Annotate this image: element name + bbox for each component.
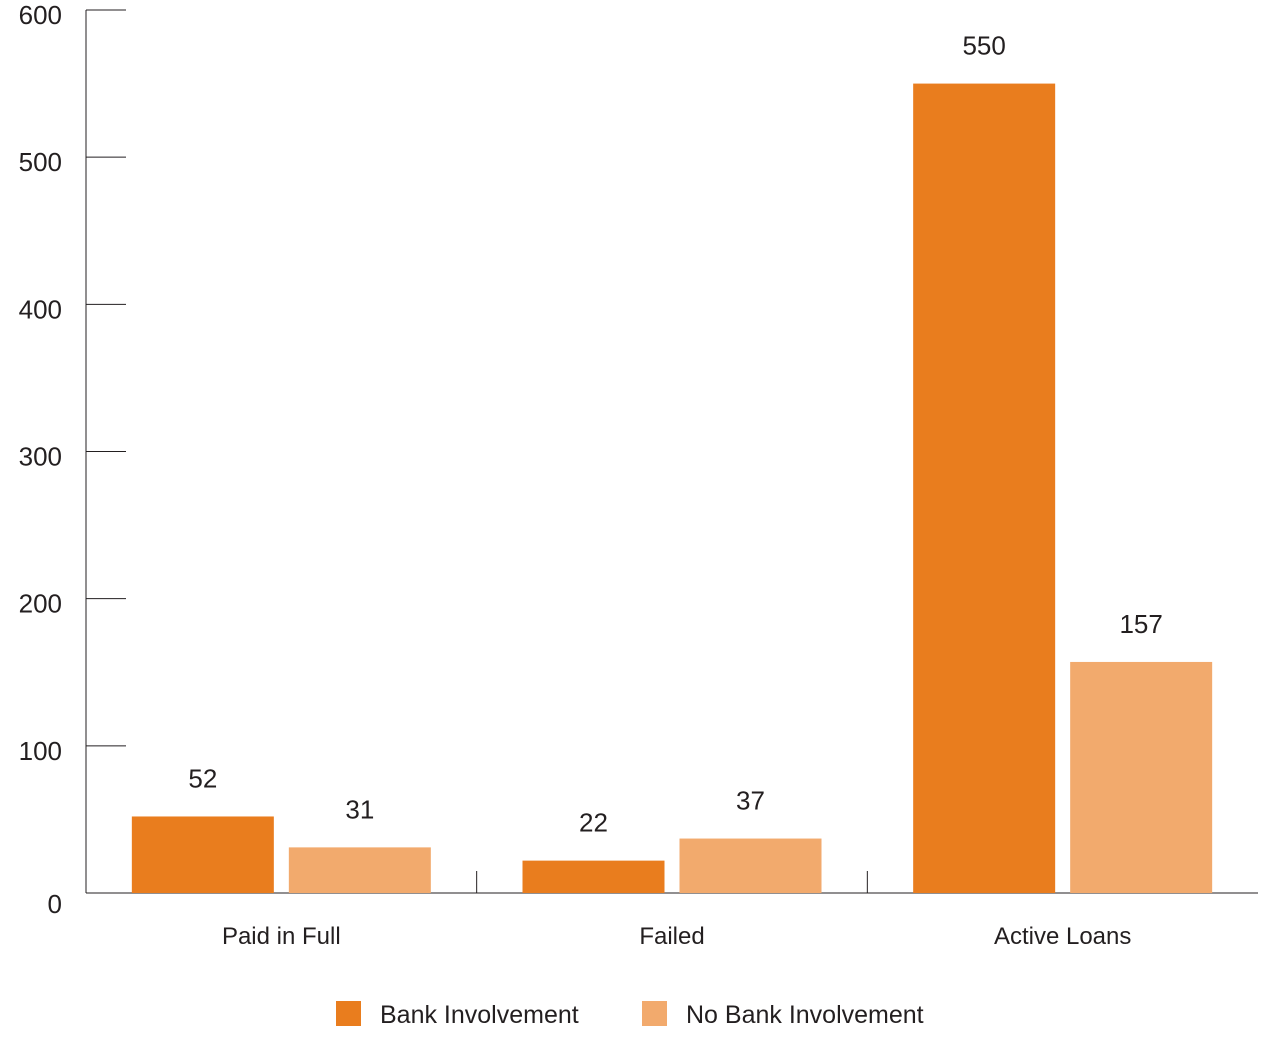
- bar: [131, 816, 274, 893]
- y-tick-label: 100: [19, 736, 62, 766]
- bar-value-label: 31: [345, 794, 374, 824]
- y-tick-label: 400: [19, 294, 62, 324]
- legend-swatch: [642, 1001, 667, 1026]
- bar-value-label: 37: [736, 786, 765, 816]
- x-axis: [86, 871, 1258, 894]
- bar: [679, 838, 822, 893]
- x-category-label: Failed: [639, 923, 704, 950]
- legend-swatch: [336, 1001, 361, 1026]
- x-category-label: Active Loans: [994, 923, 1131, 950]
- bar-value-label: 22: [579, 808, 608, 838]
- legend-label: Bank Involvement: [380, 1001, 579, 1029]
- value-labels: 52 31 22 37 550 157: [188, 31, 1162, 838]
- bar-value-label: 52: [188, 763, 217, 793]
- bar-value-label: 157: [1119, 609, 1162, 639]
- bar: [913, 83, 1056, 894]
- legend-label: No Bank Involvement: [686, 1001, 924, 1029]
- bar: [522, 860, 665, 893]
- category-labels: Paid in Full Failed Active Loans: [222, 923, 1131, 950]
- bars: [131, 83, 1213, 894]
- y-tick-label: 0: [48, 889, 62, 919]
- x-category-label: Paid in Full: [222, 923, 341, 950]
- y-tick-label: 500: [19, 147, 62, 177]
- bar: [1070, 661, 1213, 893]
- bar-value-label: 550: [962, 31, 1005, 61]
- y-tick-label: 300: [19, 442, 62, 472]
- y-axis: 0 100 200 300 400 500 600: [19, 0, 126, 919]
- y-tick-label: 600: [19, 0, 62, 30]
- y-tick-label: 200: [19, 589, 62, 619]
- legend: Bank Involvement No Bank Involvement: [336, 1001, 924, 1029]
- bar: [288, 847, 431, 893]
